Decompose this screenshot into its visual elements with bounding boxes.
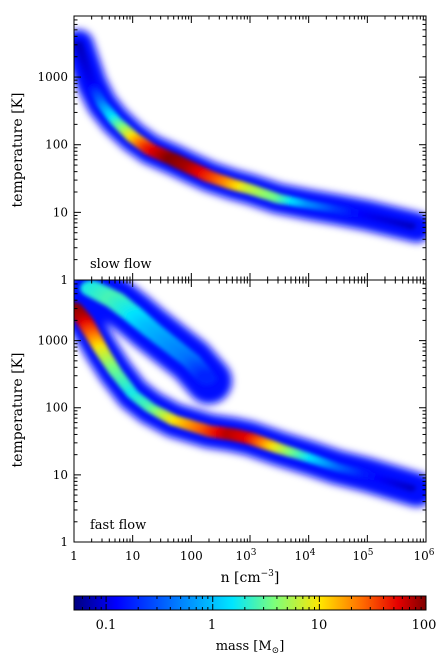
fast-flow-ticks: 1 10 100 1000 — [37, 279, 426, 549]
x-axis-title: n [cm−3] — [221, 569, 280, 586]
colorbar-gradient — [73, 595, 427, 611]
panel-slow-flow: 1 10 100 1000 slow flow temperature [K] — [10, 15, 427, 287]
y-tick-label: 1000 — [37, 334, 68, 348]
colorbar-tick-label-2: 10 — [311, 618, 328, 633]
colorbar: 0.1 1 10 100 mass [M⊙] — [73, 595, 437, 656]
x-tick-label-100: 100 — [180, 549, 203, 563]
slow-flow-heatmap — [74, 29, 426, 243]
colorbar-tick-label-1: 1 — [208, 618, 216, 633]
y-tick-label: 10 — [53, 205, 68, 219]
heatmap-cell — [405, 484, 416, 492]
colorbar-ticks — [73, 596, 427, 610]
slow-flow-y-axis-title: temperature [K] — [10, 93, 26, 208]
y-tick-label: 100 — [45, 401, 68, 415]
y-tick-label: 1000 — [37, 70, 68, 84]
slow-flow-label: slow flow — [90, 257, 152, 272]
fast-flow-heatmap — [74, 280, 426, 507]
y-tick-label: 100 — [45, 138, 68, 152]
x-tick-labels: 1 10 100 103 104 105 106 — [70, 548, 435, 563]
heatmap-core — [74, 280, 416, 492]
y-tick-label: 10 — [53, 468, 68, 482]
colorbar-title: mass [M⊙] — [216, 639, 285, 656]
x-tick-label-1e3: 103 — [235, 548, 256, 563]
fast-flow-y-axis-title: temperature [K] — [10, 353, 26, 468]
y-tick-label: 1 — [60, 273, 68, 287]
x-tick-label-1e6: 106 — [413, 548, 434, 563]
x-tick-label-10: 10 — [125, 549, 140, 563]
heatmap-cell — [405, 222, 416, 230]
colorbar-tick-label-0: 0.1 — [96, 618, 117, 633]
panel-fast-flow: 1 10 100 1000 fast flow temperature [K] — [10, 279, 427, 549]
x-tick-label-1e4: 104 — [294, 548, 315, 563]
x-tick-label-1: 1 — [70, 549, 78, 563]
colorbar-tick-label-3: 100 — [412, 618, 437, 633]
heatmap-core — [74, 41, 416, 230]
fast-flow-label: fast flow — [90, 518, 146, 533]
heatmap-cell — [196, 371, 217, 386]
x-tick-label-1e5: 105 — [352, 548, 373, 563]
y-tick-label: 1 — [60, 535, 68, 549]
